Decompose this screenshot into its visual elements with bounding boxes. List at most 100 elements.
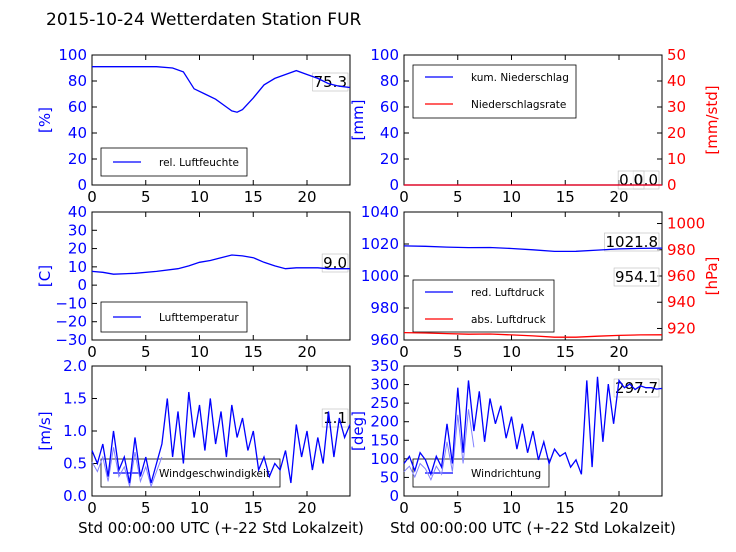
y-right-axis-label: [mm/std]	[703, 85, 721, 154]
y-tick-label: 80	[68, 72, 87, 90]
y-tick-label: 1.5	[63, 390, 87, 408]
chart-panel-4: 0 5 10 15 20 960 980 1000 1020 1040 920 940 960 980 10…	[361, 203, 721, 361]
figure-title: 2015-10-24 Wetterdaten Station FUR	[46, 10, 362, 30]
y-axis-label: [deg]	[349, 411, 367, 451]
x-tick-label: 20	[297, 188, 316, 206]
y-right-tick-label: 960	[667, 267, 696, 285]
y-tick-label: 0.5	[63, 455, 87, 473]
legend-box	[412, 279, 555, 333]
y-tick-label: −30	[55, 331, 87, 349]
y-right-tick-label: 40	[667, 72, 686, 90]
y-tick-label: −10	[55, 294, 87, 312]
y-tick-label: 60	[68, 98, 87, 116]
y-right-tick-label: 920	[667, 319, 696, 337]
y-tick-label: 100	[370, 450, 399, 468]
x-tick-label: 5	[453, 188, 463, 206]
value-readout-box	[613, 267, 660, 287]
series-shadow-line	[91, 447, 163, 488]
x-tick-label: 15	[556, 499, 575, 517]
x-axis-label: Std 00:00:00 UTC (+-22 Std Lokalzeit)	[390, 519, 676, 537]
legend-label: abs. Luftdruck	[471, 314, 547, 326]
value-readout: 75.3	[314, 73, 347, 91]
x-tick-label: 0	[399, 499, 409, 517]
x-tick-label: 20	[297, 343, 316, 361]
legend-label: red. Luftdruck	[471, 287, 545, 299]
y-right-tick-label: 10	[667, 150, 686, 168]
series-line-2	[403, 331, 663, 338]
y-tick-label: 10	[68, 258, 87, 276]
y-tick-label: 2.0	[63, 357, 87, 375]
y-tick-label: 80	[380, 72, 399, 90]
x-tick-label: 0	[399, 343, 409, 361]
y-tick-label: 1.0	[63, 422, 87, 440]
x-tick-label: 10	[190, 188, 209, 206]
y-tick-label: 0	[389, 176, 399, 194]
x-tick-label: 20	[609, 188, 628, 206]
y-right-axis-label: [hPa]	[703, 257, 721, 296]
x-tick-label: 5	[141, 343, 151, 361]
value-readout-box	[604, 232, 660, 252]
x-tick-label: 10	[190, 343, 209, 361]
x-tick-label: 0	[87, 499, 97, 517]
y-tick-label: 250	[370, 394, 399, 412]
y-tick-label: 300	[370, 376, 399, 394]
x-tick-label: 15	[244, 343, 263, 361]
chart-panel-5: 0 5 10 15 20 0.0 0.5 1.0 1.5 2.0 [m/s] Std 00:00:00…	[36, 357, 364, 537]
x-tick-label: 0	[399, 188, 409, 206]
value-readout: 954.1	[615, 268, 658, 286]
x-tick-label: 0	[87, 343, 97, 361]
series-line-1	[403, 245, 663, 253]
y-tick-label: 960	[370, 331, 399, 349]
y-right-tick-label: 30	[667, 98, 686, 116]
y-axis-label: [mm]	[349, 100, 367, 141]
x-tick-label: 10	[502, 188, 521, 206]
chart-panel-3: 0 5 10 15 20−30−20−10010203040[C]Lufttempera…	[36, 203, 351, 361]
series-line-1	[91, 254, 350, 275]
y-tick-label: 100	[58, 46, 87, 64]
y-tick-label: 1000	[361, 267, 399, 285]
series-line-1	[403, 376, 663, 477]
x-tick-label: 15	[556, 188, 575, 206]
y-axis-label: [C]	[36, 265, 54, 287]
y-tick-label: 50	[380, 468, 399, 486]
value-readout: 0.0	[619, 171, 643, 189]
plot-frame	[91, 54, 351, 186]
y-right-tick-label: 980	[667, 241, 696, 259]
chart-panel-2: 0 5 10 15 20 0 20 40 60 80 100 0 10 20 30 40 50 [mm] [mm/s…	[349, 46, 721, 206]
y-tick-label: 0	[77, 276, 87, 294]
x-tick-label: 0	[87, 188, 97, 206]
y-tick-label: 350	[370, 357, 399, 375]
x-tick-label: 15	[244, 188, 263, 206]
y-tick-label: 40	[68, 203, 87, 221]
x-tick-label: 5	[141, 188, 151, 206]
y-tick-label: 40	[380, 124, 399, 142]
y-tick-label: 980	[370, 299, 399, 317]
chart-panel-1: 0 5 10 15 20 0 20 40 60 80 100 [%] rel. Luftfeuchte 7…	[36, 46, 351, 206]
y-tick-label: 0	[389, 487, 399, 505]
y-tick-label: −20	[55, 313, 87, 331]
y-axis-label: [m/s]	[36, 411, 54, 450]
plot-frame	[91, 211, 351, 341]
series-line-1	[92, 66, 351, 113]
series-line-1	[91, 391, 351, 484]
x-axis-label: Std 00:00:00 UTC (+-22 Std Lokalzeit)	[78, 519, 364, 537]
legend-label: kum. Niederschlag	[471, 72, 569, 84]
y-right-tick-label: 20	[667, 124, 686, 142]
y-right-tick-label: 50	[667, 46, 686, 64]
legend-label: Windrichtung	[471, 468, 541, 480]
y-tick-label: 200	[370, 413, 399, 431]
legend-label: Lufttemperatur	[159, 312, 239, 324]
y-right-tick-label: 940	[667, 293, 696, 311]
y-tick-label: 60	[380, 98, 399, 116]
value-readout-box	[321, 253, 349, 273]
series-shadow-line	[403, 409, 475, 482]
x-tick-label: 5	[141, 499, 151, 517]
y-axis-label: [%]	[36, 107, 54, 133]
x-tick-label: 15	[244, 499, 263, 517]
y-tick-label: 40	[68, 124, 87, 142]
y-tick-label: 30	[68, 221, 87, 239]
x-tick-label: 5	[453, 499, 463, 517]
x-tick-label: 20	[609, 499, 628, 517]
